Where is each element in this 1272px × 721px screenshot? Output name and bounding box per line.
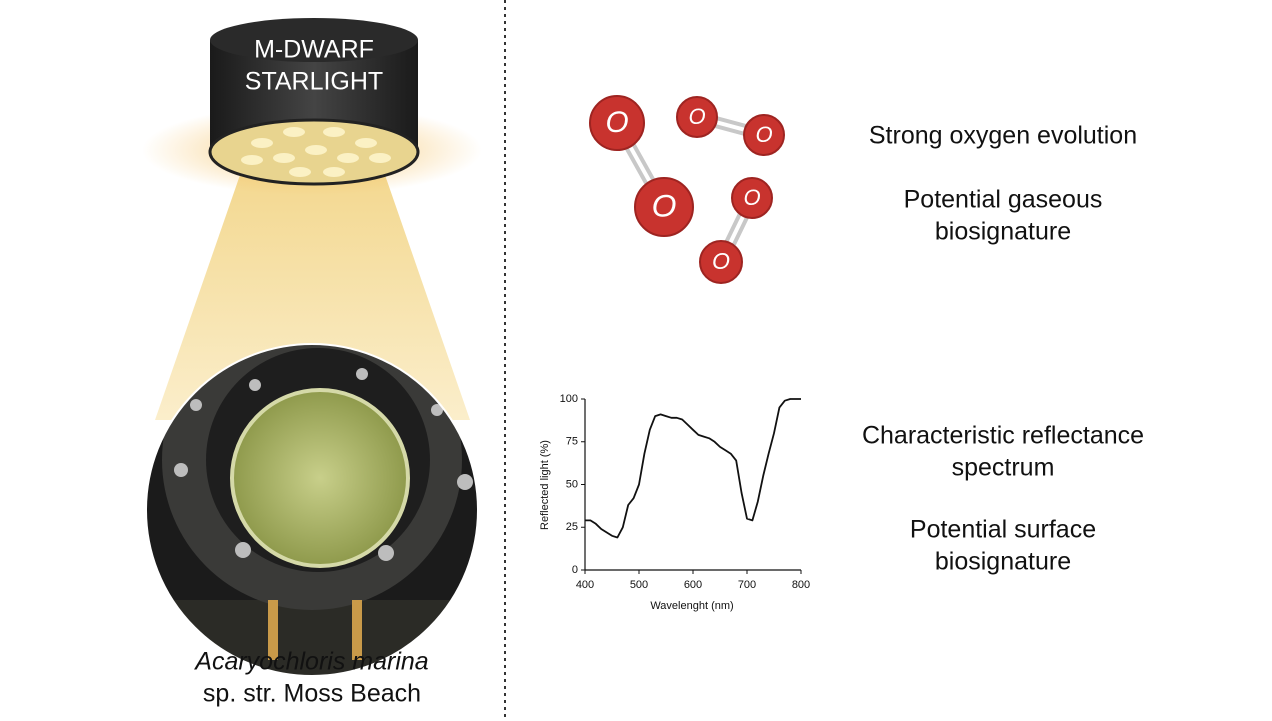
caption: Potential gaseous [904,186,1103,214]
caption: Potential surface [910,516,1096,544]
x-tick-label: 500 [630,579,648,591]
sample-photo [146,344,478,676]
oxygen-molecules: O O O O O O [589,95,785,284]
caption: spectrum [952,454,1055,482]
oxygen-atom [743,114,785,156]
x-axis-label: Wavelenght (nm) [650,600,733,612]
y-axis-label: Reflected light (%) [539,440,551,530]
lamp-label: STARLIGHT [245,68,383,96]
atom-label: O [755,122,772,147]
oxygen-atom [589,95,645,151]
reflectance-chart: Wavelenght (nm) Reflected light (%) 0 25 5… [539,393,810,612]
caption: Characteristic reflectance [862,422,1144,450]
light-beam [155,175,470,420]
oxygen-atom [699,240,743,284]
caption: Strong oxygen evolution [869,122,1137,150]
lamp-label: M-DWARF [254,36,374,64]
atom-label: O [605,106,628,139]
oxygen-atom [634,177,694,237]
oxygen-atom [731,177,773,219]
photo-frame [145,343,479,677]
atom-label: O [712,248,730,274]
lamp-leds [241,127,391,177]
atom-label: O [688,104,705,129]
atom-label: O [743,185,760,210]
x-tick-label: 400 [576,579,594,591]
caption: biosignature [935,548,1071,576]
y-tick-label: 75 [566,436,578,448]
caption: biosignature [935,218,1071,246]
x-tick-label: 600 [684,579,702,591]
y-tick-label: 25 [566,521,578,533]
captions: Strong oxygen evolution Potential gaseous… [862,122,1144,576]
oxygen-atom [676,96,718,138]
lamp: M-DWARF STARLIGHT [208,18,420,186]
x-tick-label: 800 [792,579,810,591]
lamp-top [210,18,418,62]
spectrum-line [585,398,801,539]
species-name: Acaryochloris marina [193,648,429,676]
y-tick-label: 0 [572,564,578,576]
x-tick-label: 700 [738,579,756,591]
atom-label: O [652,187,677,223]
y-tick-label: 50 [566,478,578,490]
y-tick-label: 100 [560,393,578,405]
strain-name: sp. str. Moss Beach [203,680,421,708]
